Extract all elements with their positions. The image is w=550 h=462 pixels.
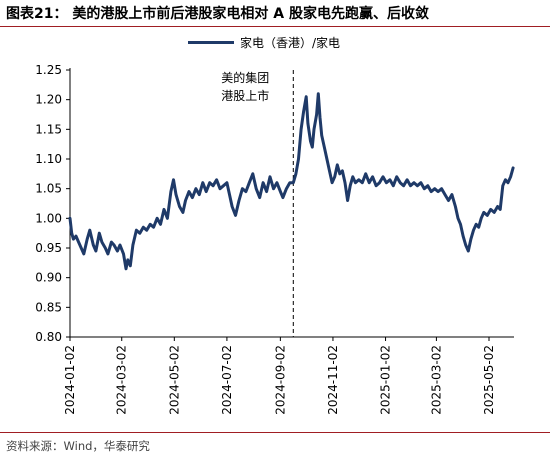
- y-tick-label: 0.80: [35, 330, 62, 344]
- legend: 家电（香港）/家电: [188, 34, 340, 50]
- y-tick-label: 0.85: [35, 300, 62, 314]
- y-tick-label: 1.15: [35, 122, 62, 136]
- y-tick-label: 1.05: [35, 182, 62, 196]
- x-tick-label: 2024-11-02: [326, 345, 340, 415]
- annotation-text: 美的集团: [221, 70, 269, 85]
- x-tick-label: 2025-05-02: [482, 345, 496, 415]
- y-tick-label: 1.10: [35, 152, 62, 166]
- title-bar: [0, 0, 550, 27]
- y-tick-label: 0.90: [35, 271, 62, 285]
- y-tick-label: 1.00: [35, 211, 62, 225]
- x-tick-label: 2024-01-02: [63, 345, 77, 415]
- y-tick-label: 0.95: [35, 241, 62, 255]
- x-tick-label: 2024-09-02: [273, 345, 287, 415]
- y-tick-label: 1.20: [35, 93, 62, 107]
- x-tick-label: 2025-01-02: [379, 345, 393, 415]
- series-line: [68, 92, 515, 271]
- source-note: 资料来源：Wind，华泰研究: [6, 439, 150, 453]
- y-tick-label: 1.25: [35, 63, 62, 77]
- x-tick-label: 2024-03-02: [115, 345, 129, 415]
- x-tick-label: 2025-03-02: [429, 345, 443, 415]
- legend-swatch: [188, 40, 234, 44]
- x-tick-label: 2024-07-02: [220, 345, 234, 415]
- annotation-text: 港股上市: [221, 88, 269, 103]
- legend-label: 家电（香港）/家电: [240, 35, 341, 50]
- source-divider: [0, 432, 550, 433]
- line-chart: 0.80 0.85 0.90 0.95 1.00 1.05 1.10 1.15 1.20 1.25…: [35, 63, 515, 415]
- x-tick-label: 2024-05-02: [167, 345, 181, 415]
- chart-axes: 0.80 0.85 0.90 0.95 1.00 1.05 1.10 1.15 1.20 1.25…: [35, 63, 514, 415]
- figure-title: 图表21： 美的港股上市前后港股家电相对 A 股家电先跑赢、后收敛: [6, 6, 429, 22]
